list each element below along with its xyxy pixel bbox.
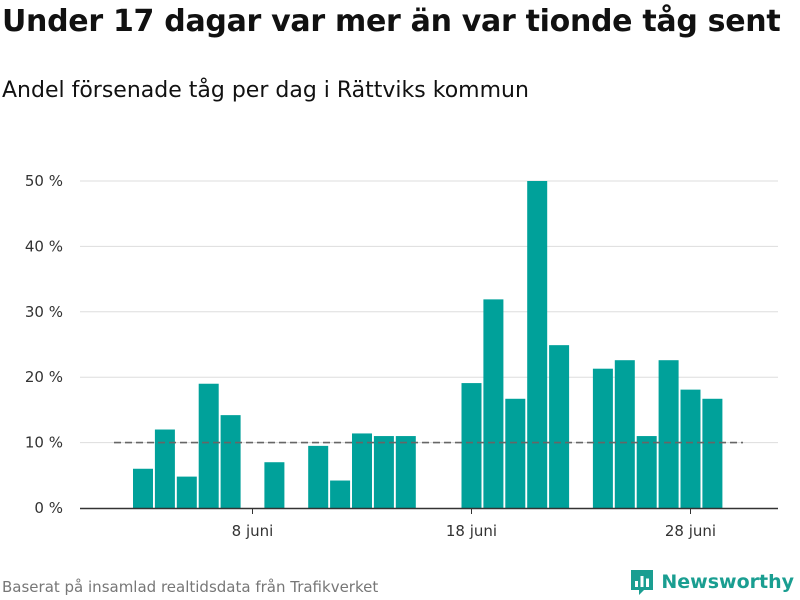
bar <box>527 181 548 508</box>
bar <box>483 299 504 508</box>
bar <box>373 436 394 508</box>
bar <box>505 398 526 508</box>
bar <box>176 476 197 508</box>
x-tick-label: 28 juni <box>665 522 716 540</box>
newsworthy-logo-icon <box>631 570 654 595</box>
bar <box>308 445 329 508</box>
brand-logo[interactable]: Newsworthy <box>629 568 794 596</box>
bar <box>330 480 351 508</box>
bar <box>461 383 482 508</box>
y-tick-label: 40 % <box>25 237 63 255</box>
brand-name: Newsworthy <box>661 571 794 593</box>
bars <box>133 181 723 508</box>
y-tick-label: 50 % <box>25 172 63 190</box>
bar <box>154 429 175 508</box>
y-tick-label: 10 % <box>25 434 63 452</box>
bar <box>395 436 416 508</box>
bar <box>264 462 285 508</box>
bar <box>352 433 372 508</box>
bar <box>133 468 153 508</box>
chart-title: Under 17 dagar var mer än var tionde tåg… <box>2 4 781 39</box>
bar <box>680 389 701 508</box>
bar <box>549 345 570 508</box>
x-tick-label: 8 juni <box>232 522 274 540</box>
y-axis-tick-labels: 0 % 10 % 20 % 30 % 40 % 50 % <box>25 172 63 517</box>
bar <box>592 368 613 508</box>
y-tick-label: 30 % <box>25 303 63 321</box>
y-tick-label: 0 % <box>34 499 63 517</box>
source-note: Baserat på insamlad realtidsdata från Tr… <box>2 578 379 596</box>
bar <box>658 360 679 508</box>
bar <box>702 398 723 508</box>
bar <box>220 415 241 508</box>
bar <box>636 436 657 508</box>
bar <box>614 360 635 508</box>
x-tick-label: 18 juni <box>446 522 497 540</box>
y-tick-label: 20 % <box>25 368 63 386</box>
chart-subtitle: Andel försenade tåg per dag i Rättviks k… <box>2 78 529 103</box>
bar <box>198 383 219 508</box>
x-axis-tick-labels: 8 juni 18 juni 28 juni <box>232 522 716 540</box>
x-axis <box>80 507 778 514</box>
